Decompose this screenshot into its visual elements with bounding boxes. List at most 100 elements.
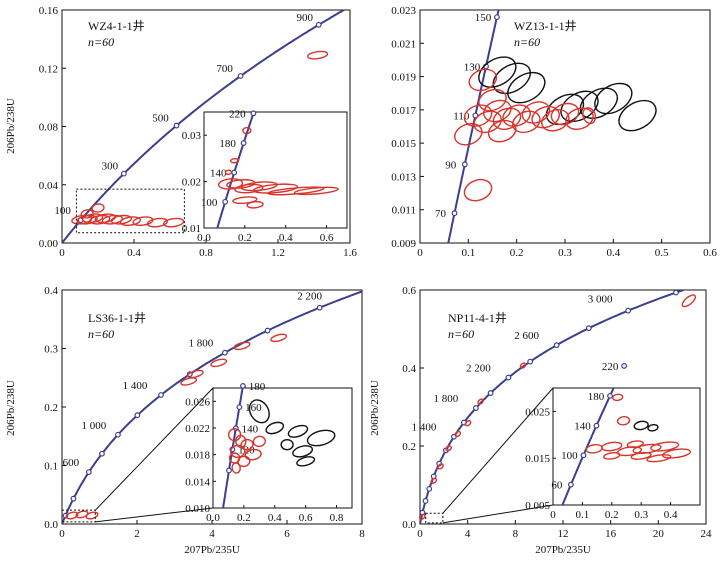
concordia-age-marker [237, 73, 244, 79]
inset-ellipse [616, 416, 631, 426]
inset-age-label: 100 [201, 197, 218, 209]
y-axis-label: 206Pb/238U [5, 380, 17, 436]
data-ellipse-black [618, 99, 657, 132]
inset-x-tick-label: 0.6 [320, 232, 334, 244]
concordia-age-label: 3 000 [588, 294, 613, 306]
x-tick-label: 0.5 [655, 247, 669, 259]
concordia-age-label: 700 [216, 63, 233, 75]
concordia-curve [62, 290, 362, 524]
sample-count: n=60 [448, 327, 474, 341]
x-tick-label: 2 [134, 528, 140, 540]
concordia-curve [561, 388, 615, 505]
inset-y-tick-label: 0.014 [185, 476, 210, 488]
inset-y-tick-label: 0.01 [182, 223, 201, 235]
x-tick-label: 8 [359, 528, 365, 540]
inset-frame [203, 111, 348, 229]
concordia-age-label: 1 800 [189, 338, 214, 350]
inset-ellipses [227, 399, 336, 474]
data-ellipse-black [478, 56, 517, 88]
panel-title: WZ4-1-1井 [88, 19, 145, 33]
data-ellipse-black [594, 82, 633, 115]
inset-y-tick-label: 0.010 [185, 503, 210, 515]
x-tick-label: 0.1 [461, 247, 475, 259]
data-ellipse [468, 68, 498, 92]
inset-ellipse-black [292, 445, 314, 458]
inset-x-tick-label: 0.2 [605, 509, 619, 521]
inset-ellipse-black [280, 438, 294, 451]
x-axis-label: 207Pb/235U [535, 544, 591, 556]
y-tick-label: 0.08 [39, 122, 59, 134]
data-ellipse [483, 99, 512, 123]
x-tick-label: 0.8 [199, 247, 213, 259]
y-tick-label: 0.2 [402, 441, 416, 453]
concordia-age-marker [316, 304, 323, 311]
concordia-age-marker [226, 467, 232, 474]
concordia-age-marker [426, 485, 433, 492]
concordia-age-marker [158, 392, 164, 398]
data-ellipse [430, 477, 438, 484]
concordia-age-marker [240, 140, 247, 146]
y-tick-label: 0.12 [39, 63, 58, 75]
data-ellipse [477, 398, 484, 405]
zoom-box [425, 512, 444, 524]
concordia-age-marker [115, 431, 121, 438]
x-tick-label: 0 [59, 247, 65, 259]
x-tick-label: 0.3 [558, 247, 572, 259]
inset-ellipses [585, 393, 692, 463]
y-tick-label: 0.04 [39, 180, 59, 192]
concordia-age-label: 1 400 [412, 422, 437, 434]
data-ellipse [681, 294, 697, 308]
data-ellipse [80, 209, 94, 219]
x-tick-label: 0.6 [703, 247, 717, 259]
panel-wz13-1-1: 0 0.1 0.2 0.3 0.4 0.5 0.6 0.009 0.011 0.013 0.015 0… [391, 5, 717, 259]
y-tick-label: 0.011 [392, 205, 416, 217]
data-ellipse [445, 445, 452, 452]
concordia-age-marker [585, 325, 592, 332]
x-tick-label: 6 [284, 528, 290, 540]
y-tick-label: 0.0 [402, 519, 416, 531]
inset-ellipse-black [633, 420, 649, 431]
inset-age-label: 220 [602, 361, 619, 373]
inset-ellipse [246, 201, 264, 209]
data-ellipse [146, 217, 169, 228]
data-ellipse [565, 107, 594, 130]
inset-ellipses [217, 126, 339, 209]
concordia-age-marker [422, 498, 429, 504]
data-ellipse [463, 178, 493, 202]
y-tick-label: 0.009 [391, 238, 416, 250]
data-ellipse [582, 107, 597, 125]
data-ellipse [119, 216, 142, 227]
concordia-age-marker [567, 481, 574, 488]
sample-count: n=60 [514, 35, 540, 49]
x-tick-label: 1.2 [271, 247, 285, 259]
concordia-age-label: 2 200 [297, 291, 322, 303]
x-tick-label: 4 [465, 528, 471, 540]
data-ellipse [85, 511, 99, 520]
concordia-age-label: 2 200 [466, 363, 491, 375]
y-tick-label: 0.3 [44, 344, 58, 356]
concordia-age-marker [451, 210, 458, 217]
concordia-age-marker [494, 14, 500, 21]
x-tick-label: 1.6 [343, 247, 357, 259]
inset-ellipse-black [306, 429, 336, 447]
inset-x-tick-label: 0.4 [664, 509, 678, 521]
concordia-age-marker [173, 122, 180, 129]
concordia-age-label: 1 800 [434, 393, 459, 405]
data-ellipse-black [492, 62, 532, 95]
y-tick-label: 0.16 [39, 5, 59, 17]
inset-y-tick-label: 0.018 [185, 450, 210, 462]
concordia-age-marker [221, 349, 228, 356]
x-axis-label: 207Pb/235U [184, 544, 240, 556]
data-ellipse [162, 217, 185, 228]
inset-ellipse [217, 178, 244, 190]
zoom-box [61, 509, 96, 523]
y-tick-label: 0.015 [391, 138, 416, 150]
inset-x-tick-label: 0.2 [237, 512, 251, 524]
concordia-age-marker [461, 161, 468, 168]
concordia-age-marker [527, 358, 534, 365]
concordia-age-label: 900 [296, 12, 313, 24]
zoom-connector [94, 387, 214, 511]
panel-ls36-1-1: 0 2 4 6 8 0.0 0.1 0.2 0.3 0.4 600 1 000 1 400 1 800 2 … [5, 285, 365, 556]
concordia-age-marker [240, 382, 246, 389]
